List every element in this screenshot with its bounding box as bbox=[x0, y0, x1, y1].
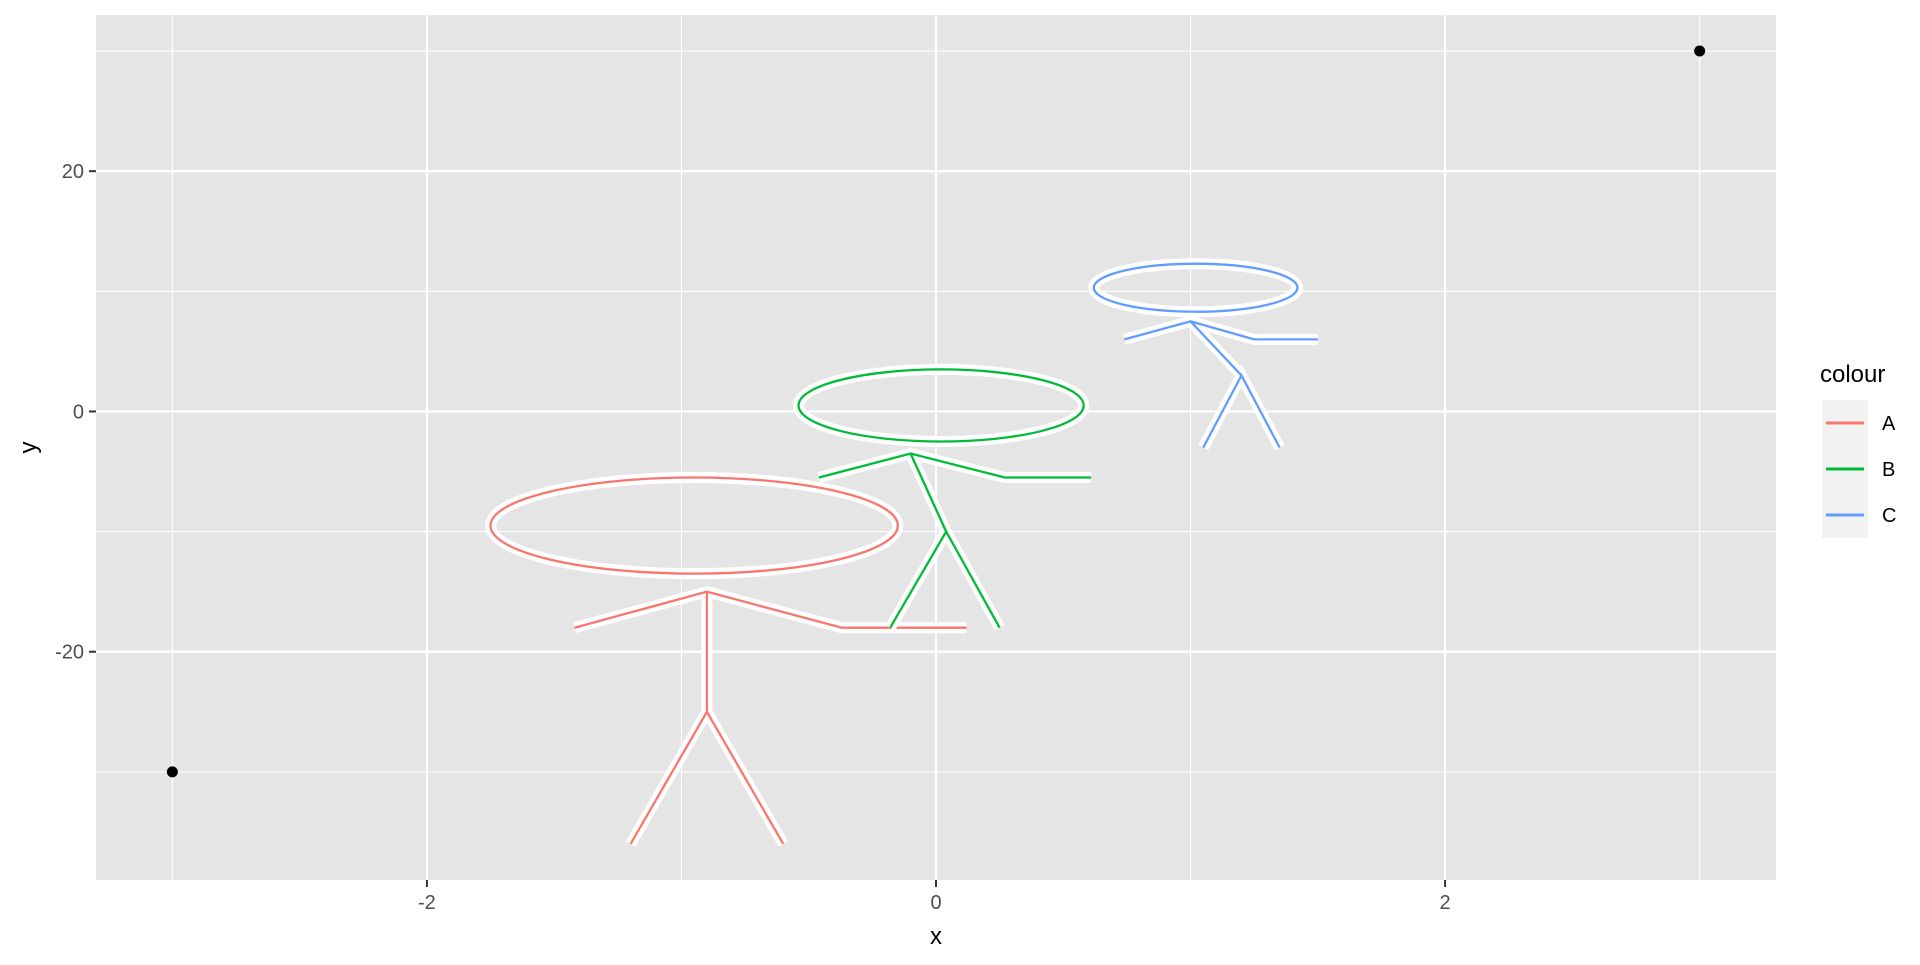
figure-limb bbox=[818, 452, 1092, 479]
data-point bbox=[1694, 45, 1706, 57]
x-tick-label: 0 bbox=[930, 892, 941, 914]
figure-limb bbox=[909, 453, 948, 533]
legend-keys: A B C bbox=[1822, 400, 1896, 538]
figure-limb bbox=[1189, 320, 1243, 377]
data-points bbox=[166, 45, 1706, 778]
legend-key-A: A bbox=[1822, 400, 1896, 446]
legend: colour A B C bbox=[1820, 361, 1896, 538]
legend-label: A bbox=[1882, 413, 1896, 435]
figure-head bbox=[489, 476, 899, 575]
figure-limb bbox=[1124, 320, 1318, 341]
y-tick-label: 20 bbox=[62, 161, 84, 183]
legend-label: C bbox=[1882, 505, 1896, 527]
grid-lines bbox=[96, 15, 1776, 880]
legend-key-C: C bbox=[1822, 492, 1896, 538]
y-tick-label: 0 bbox=[73, 401, 84, 423]
figure-head bbox=[797, 368, 1085, 443]
stick-figures bbox=[485, 258, 1318, 847]
legend-label: B bbox=[1882, 459, 1895, 481]
figure-limb bbox=[574, 590, 967, 629]
stick-figure-C bbox=[1088, 258, 1318, 451]
figure-limb bbox=[629, 709, 785, 845]
x-tick-label: -2 bbox=[418, 892, 436, 914]
figure-head bbox=[1092, 262, 1299, 313]
figure-limb bbox=[889, 529, 1001, 629]
stick-figure-A bbox=[485, 472, 967, 847]
x-tick-label: 2 bbox=[1440, 892, 1451, 914]
legend-key-B: B bbox=[1822, 446, 1895, 492]
x-axis-label: x bbox=[930, 923, 942, 950]
stick-figure-B bbox=[793, 363, 1092, 631]
legend-title: colour bbox=[1820, 361, 1885, 388]
data-point bbox=[166, 766, 178, 778]
y-axis-label: y bbox=[15, 442, 42, 454]
y-tick-label: -20 bbox=[55, 642, 84, 664]
figure-limb bbox=[1202, 372, 1281, 449]
